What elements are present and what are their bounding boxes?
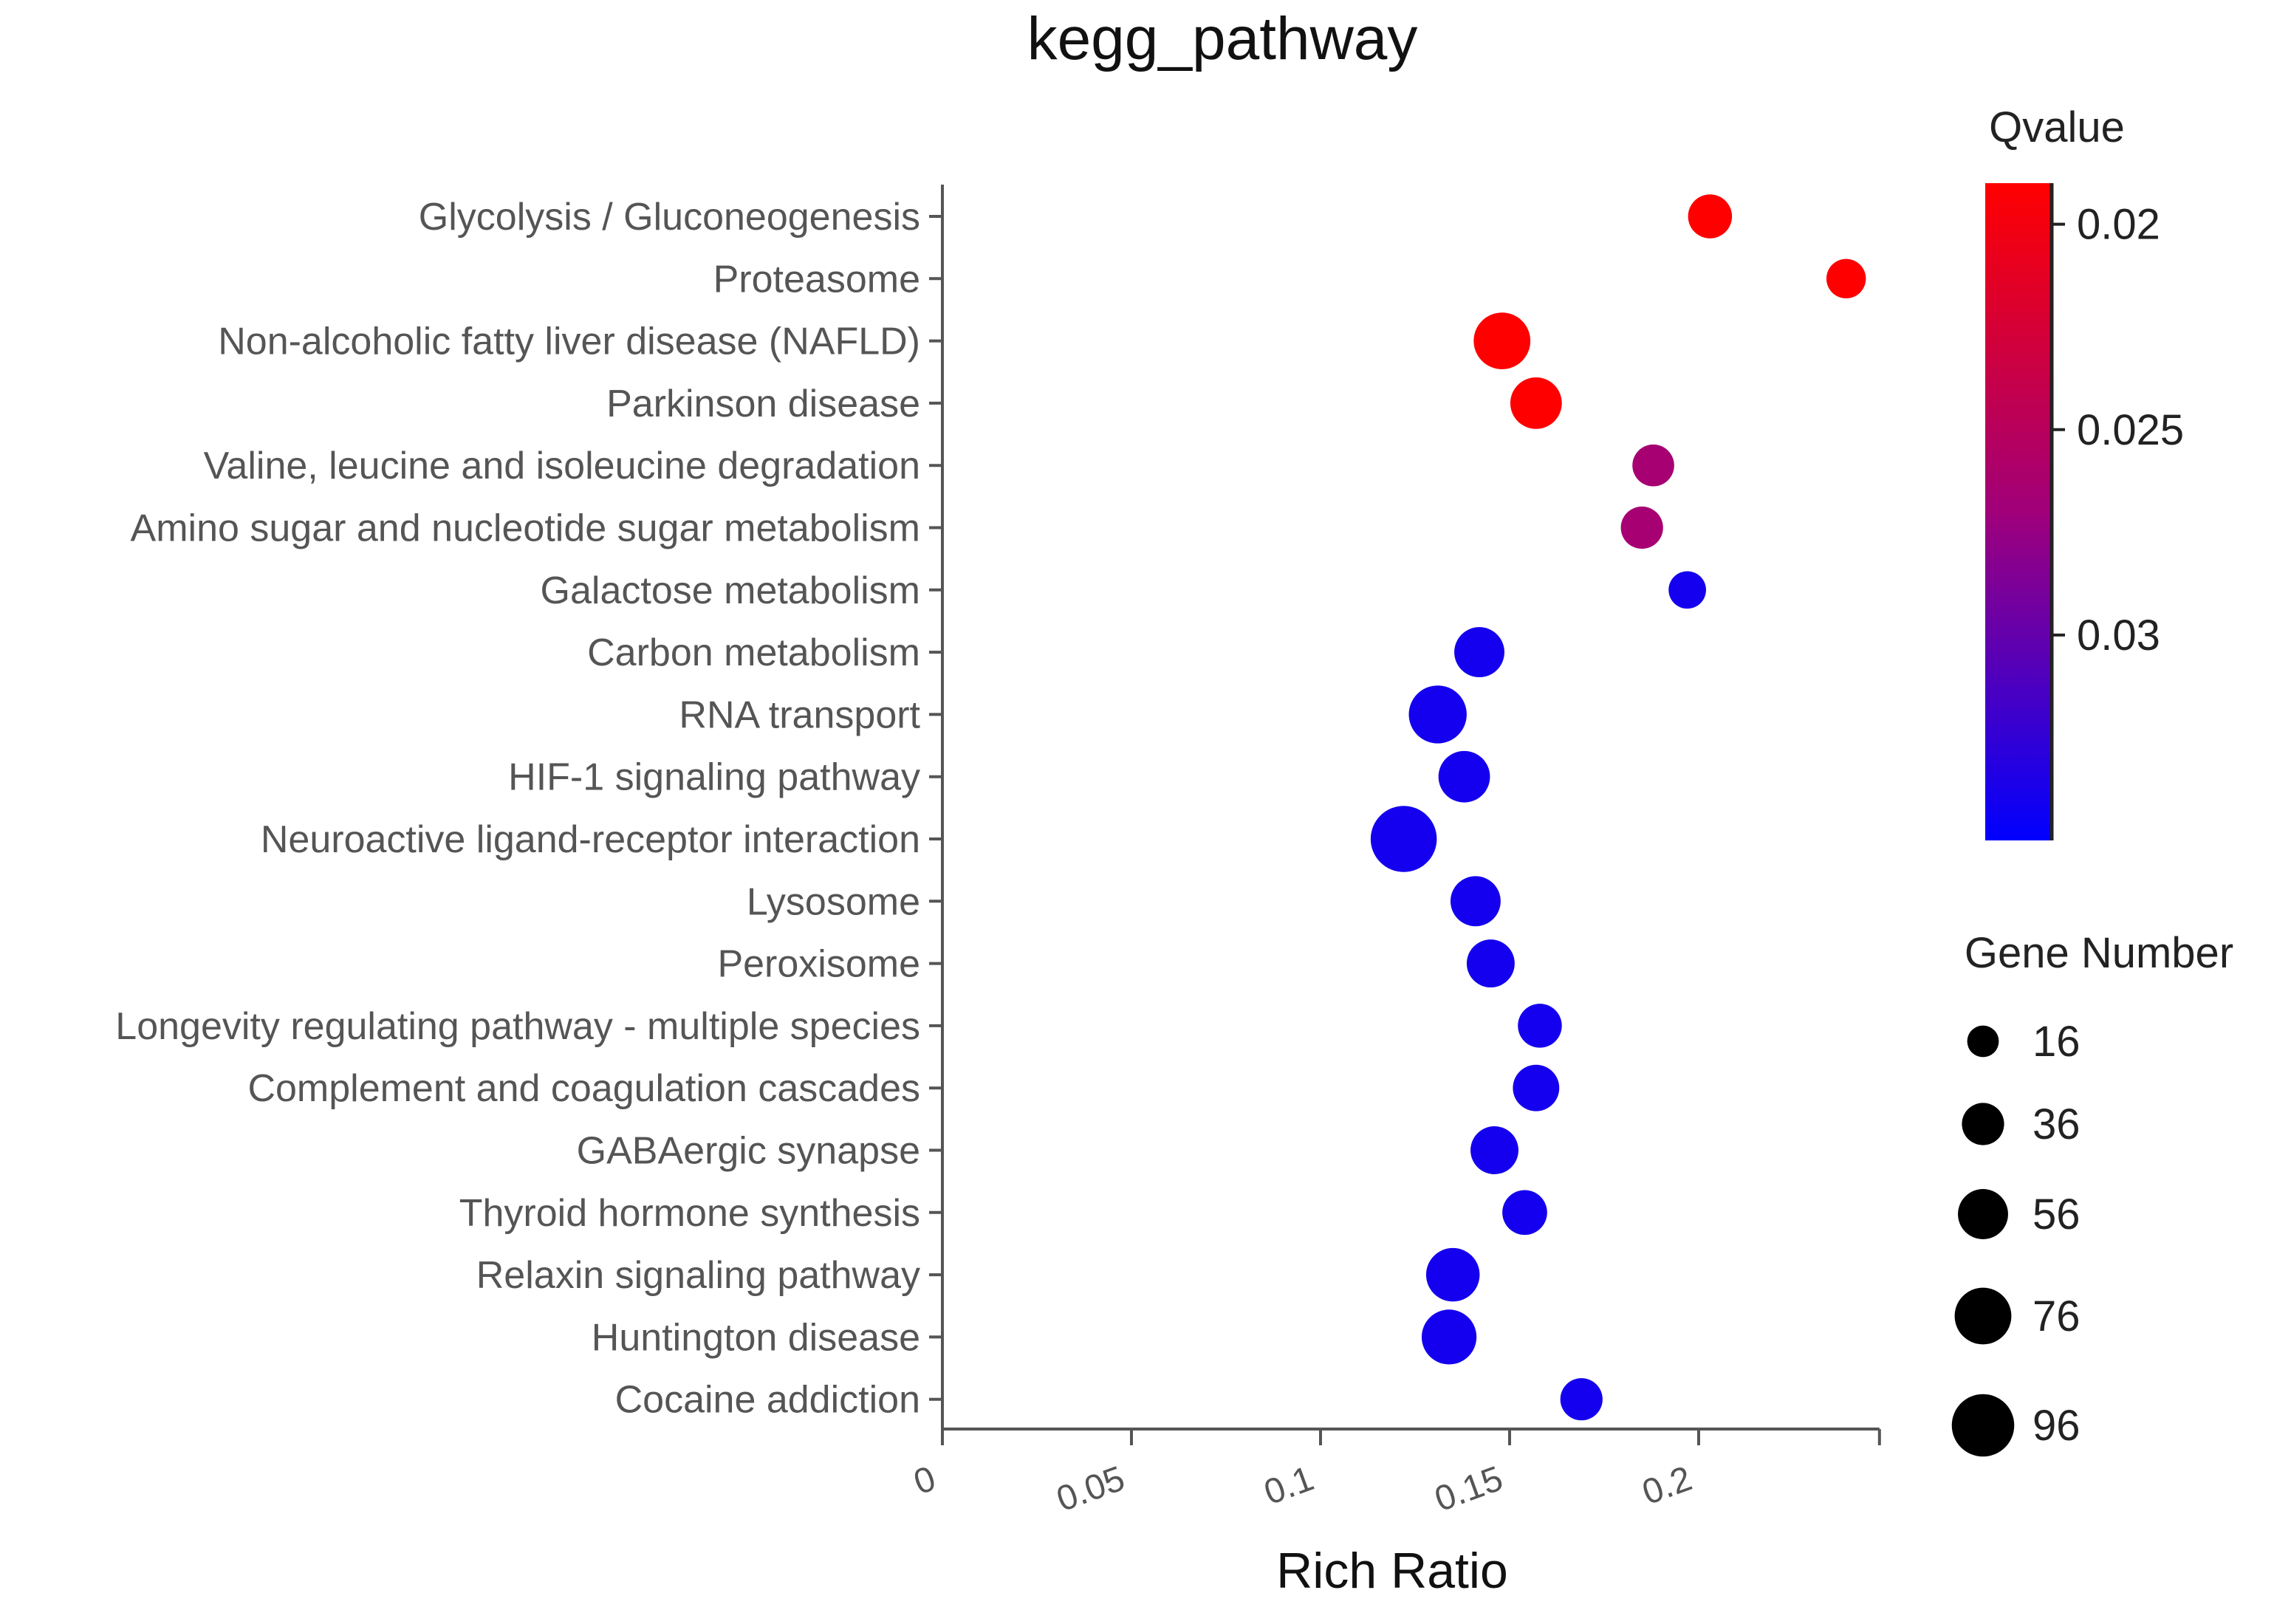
gene-number-legend-label: 76 xyxy=(2032,1292,2080,1340)
y-tick-label: Galactose metabolism xyxy=(541,569,920,612)
data-point xyxy=(1466,939,1515,988)
data-point xyxy=(1450,876,1501,927)
qvalue-tick-label: 0.025 xyxy=(2077,406,2184,454)
y-tick-label: Carbon metabolism xyxy=(587,631,920,674)
data-point xyxy=(1408,685,1467,744)
x-tick-label: 0.2 xyxy=(1637,1459,1697,1513)
gene-number-legend: Gene Number 16 36 56 76 96 xyxy=(1951,929,2233,1457)
data-point xyxy=(1620,506,1663,549)
gene-number-legend-title: Gene Number xyxy=(1965,929,2233,977)
x-tick-label: 0.15 xyxy=(1430,1459,1508,1520)
gene-number-legend-label: 16 xyxy=(2032,1018,2080,1066)
y-axis: Glycolysis / Gluconeogenesis Proteasome No… xyxy=(115,185,944,1429)
x-axis: 0 0.05 0.1 0.15 0.2 xyxy=(909,1428,1881,1520)
y-tick-label: Amino sugar and nucleotide sugar metabol… xyxy=(131,507,920,550)
data-point xyxy=(1668,571,1706,609)
data-point xyxy=(1502,1190,1547,1236)
y-tick-label: GABAergic synapse xyxy=(577,1130,920,1173)
qvalue-colorbar xyxy=(1985,183,2052,840)
gene-number-legend-dot xyxy=(1951,1394,2015,1457)
x-axis-title: Rich Ratio xyxy=(1276,1543,1508,1599)
y-tick-label: Complement and coagulation cascades xyxy=(247,1067,920,1110)
data-point xyxy=(1470,1126,1518,1174)
y-tick-label: Parkinson disease xyxy=(606,383,920,425)
y-tick-label: Glycolysis / Gluconeogenesis xyxy=(419,196,920,239)
data-point xyxy=(1560,1378,1603,1421)
data-point xyxy=(1510,377,1562,429)
y-tick-label: Lysosome xyxy=(747,880,920,923)
y-tick-label: Neuroactive ligand-receptor interaction xyxy=(261,818,920,861)
y-tick-label: Thyroid hormone synthesis xyxy=(459,1192,920,1235)
y-tick-label: Longevity regulating pathway - multiple … xyxy=(115,1005,920,1048)
y-tick-label: HIF-1 signaling pathway xyxy=(508,756,920,799)
data-point xyxy=(1513,1064,1560,1111)
qvalue-tick-label: 0.02 xyxy=(2077,201,2160,249)
data-point xyxy=(1438,750,1490,803)
x-tick-label: 0 xyxy=(909,1459,941,1503)
chart-title: kegg_pathway xyxy=(1027,5,1418,72)
qvalue-tick-label: 0.03 xyxy=(2077,611,2160,659)
gene-number-legend-label: 36 xyxy=(2032,1100,2080,1148)
y-tick-label: Valine, leucine and isoleucine degradati… xyxy=(204,445,920,487)
data-point xyxy=(1632,444,1674,487)
y-tick-label: Cocaine addiction xyxy=(615,1379,920,1422)
y-tick-label: Non-alcoholic fatty liver disease (NAFLD… xyxy=(218,321,920,363)
y-tick-label: RNA transport xyxy=(679,693,920,736)
gene-number-legend-dot xyxy=(1967,1025,1999,1058)
x-tick-label: 0.1 xyxy=(1259,1459,1319,1513)
data-point xyxy=(1425,1247,1480,1302)
data-point xyxy=(1370,806,1437,872)
y-tick-label: Peroxisome xyxy=(717,943,920,986)
data-point xyxy=(1826,258,1866,299)
y-tick-label: Proteasome xyxy=(713,258,920,301)
gene-number-legend-dot xyxy=(1958,1189,2008,1239)
qvalue-legend: Qvalue 0.02 0.025 0.03 xyxy=(1985,103,2184,840)
x-tick-label: 0.05 xyxy=(1052,1459,1130,1520)
gene-number-legend-label: 56 xyxy=(2032,1190,2080,1238)
data-point xyxy=(1688,194,1733,239)
data-point xyxy=(1421,1309,1477,1365)
y-tick-label: Huntington disease xyxy=(592,1316,920,1359)
data-points xyxy=(1370,194,1866,1421)
data-point xyxy=(1454,627,1504,678)
qvalue-legend-title: Qvalue xyxy=(1989,103,2125,151)
data-point xyxy=(1473,312,1531,369)
gene-number-legend-dot xyxy=(1954,1287,2012,1345)
data-point xyxy=(1518,1004,1562,1048)
y-tick-label: Relaxin signaling pathway xyxy=(476,1254,920,1297)
gene-number-legend-dot xyxy=(1962,1103,2004,1145)
gene-number-legend-label: 96 xyxy=(2032,1402,2080,1450)
